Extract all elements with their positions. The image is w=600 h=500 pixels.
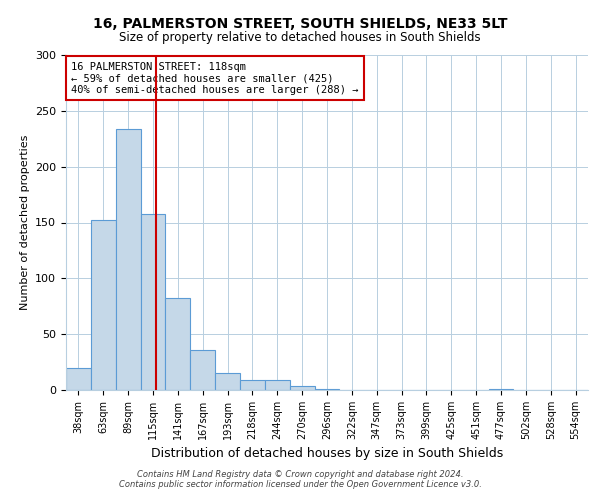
Bar xyxy=(190,350,215,390)
Bar xyxy=(290,386,314,390)
Bar xyxy=(240,380,265,390)
Bar xyxy=(91,220,116,390)
Bar xyxy=(66,368,91,390)
Text: 16, PALMERSTON STREET, SOUTH SHIELDS, NE33 5LT: 16, PALMERSTON STREET, SOUTH SHIELDS, NE… xyxy=(93,18,507,32)
Bar xyxy=(314,389,340,390)
Bar xyxy=(215,373,240,390)
Bar xyxy=(166,298,190,390)
Bar xyxy=(265,380,290,390)
Text: Contains HM Land Registry data © Crown copyright and database right 2024.
Contai: Contains HM Land Registry data © Crown c… xyxy=(119,470,481,489)
X-axis label: Distribution of detached houses by size in South Shields: Distribution of detached houses by size … xyxy=(151,448,503,460)
Bar xyxy=(488,389,514,390)
Bar xyxy=(116,128,140,390)
Text: 16 PALMERSTON STREET: 118sqm
← 59% of detached houses are smaller (425)
40% of s: 16 PALMERSTON STREET: 118sqm ← 59% of de… xyxy=(71,62,359,95)
Y-axis label: Number of detached properties: Number of detached properties xyxy=(20,135,29,310)
Text: Size of property relative to detached houses in South Shields: Size of property relative to detached ho… xyxy=(119,31,481,44)
Bar xyxy=(140,214,166,390)
